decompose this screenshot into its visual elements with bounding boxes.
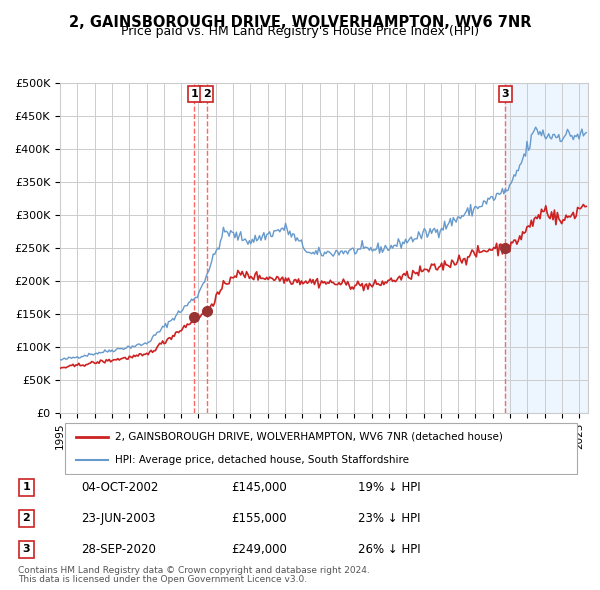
Text: Price paid vs. HM Land Registry's House Price Index (HPI): Price paid vs. HM Land Registry's House …	[121, 25, 479, 38]
Text: 3: 3	[23, 545, 30, 555]
Text: Contains HM Land Registry data © Crown copyright and database right 2024.: Contains HM Land Registry data © Crown c…	[18, 566, 370, 575]
Text: 2, GAINSBOROUGH DRIVE, WOLVERHAMPTON, WV6 7NR: 2, GAINSBOROUGH DRIVE, WOLVERHAMPTON, WV…	[69, 15, 531, 30]
Text: £155,000: £155,000	[231, 512, 287, 525]
Text: £145,000: £145,000	[231, 481, 287, 494]
Text: 1: 1	[23, 482, 30, 492]
Text: 28-SEP-2020: 28-SEP-2020	[81, 543, 156, 556]
Text: 2: 2	[203, 89, 211, 99]
Bar	[505, 83, 588, 413]
Text: 26% ↓ HPI: 26% ↓ HPI	[358, 543, 420, 556]
Text: HPI: Average price, detached house, South Staffordshire: HPI: Average price, detached house, Sout…	[115, 455, 409, 465]
Text: 3: 3	[502, 89, 509, 99]
Text: 04-OCT-2002: 04-OCT-2002	[81, 481, 158, 494]
Text: 23-JUN-2003: 23-JUN-2003	[81, 512, 155, 525]
FancyBboxPatch shape	[65, 424, 577, 474]
Text: 23% ↓ HPI: 23% ↓ HPI	[358, 512, 420, 525]
Text: 2, GAINSBOROUGH DRIVE, WOLVERHAMPTON, WV6 7NR (detached house): 2, GAINSBOROUGH DRIVE, WOLVERHAMPTON, WV…	[115, 432, 503, 442]
Text: This data is licensed under the Open Government Licence v3.0.: This data is licensed under the Open Gov…	[18, 575, 307, 584]
Text: 19% ↓ HPI: 19% ↓ HPI	[358, 481, 420, 494]
Text: 1: 1	[190, 89, 198, 99]
Text: 2: 2	[23, 513, 30, 523]
Text: £249,000: £249,000	[231, 543, 287, 556]
